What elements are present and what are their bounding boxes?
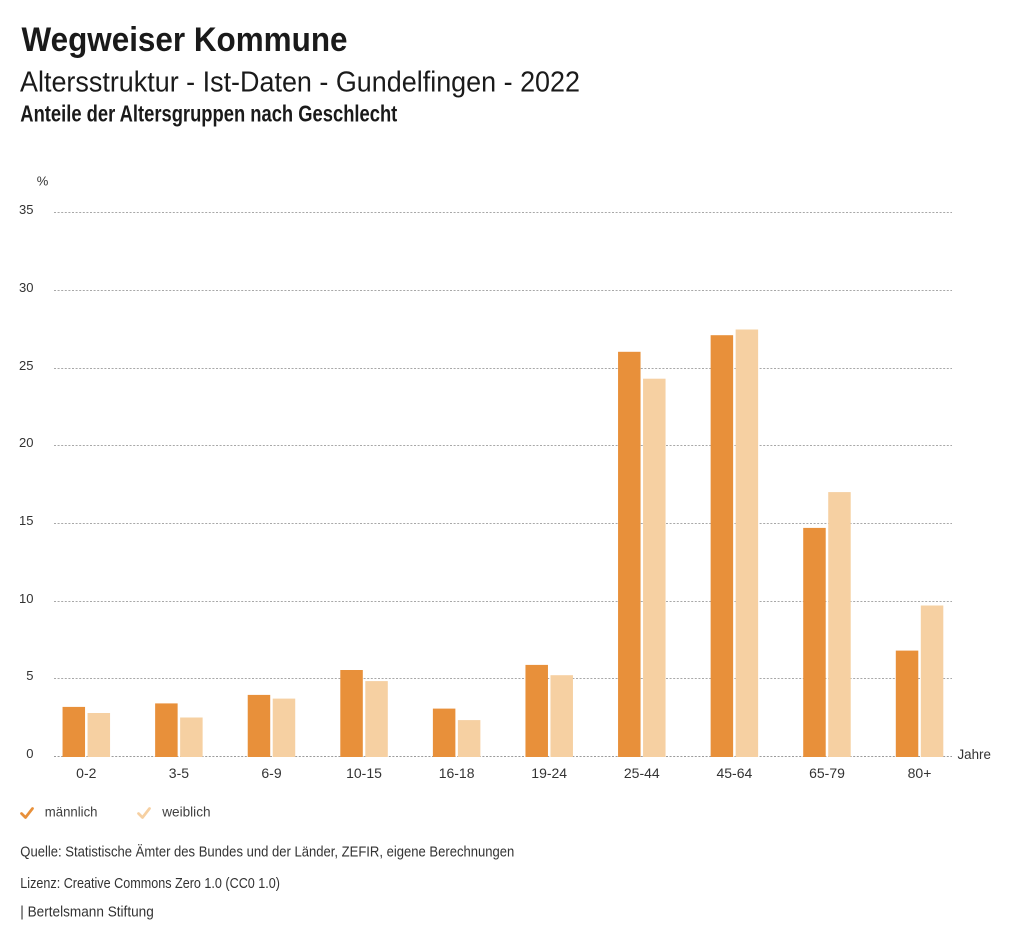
svg-text:35: 35 bbox=[19, 202, 33, 217]
svg-text:weiblich: weiblich bbox=[161, 803, 210, 819]
svg-text:%: % bbox=[37, 173, 49, 188]
svg-text:80+: 80+ bbox=[908, 765, 932, 781]
svg-text:3-5: 3-5 bbox=[169, 765, 189, 781]
svg-text:16-18: 16-18 bbox=[439, 765, 475, 781]
svg-text:Lizenz: Creative Commons Zero: Lizenz: Creative Commons Zero 1.0 (CC0 1… bbox=[20, 876, 280, 892]
svg-text:19-24: 19-24 bbox=[531, 765, 567, 781]
svg-text:15: 15 bbox=[19, 513, 33, 528]
svg-text:Quelle: Statistische Ämter des: Quelle: Statistische Ämter des Bundes un… bbox=[20, 844, 514, 861]
svg-text:10: 10 bbox=[19, 591, 33, 606]
svg-text:männlich: männlich bbox=[45, 803, 98, 819]
svg-text:Altersstruktur - Ist-Daten - G: Altersstruktur - Ist-Daten - Gundelfinge… bbox=[20, 66, 580, 98]
svg-text:45-64: 45-64 bbox=[716, 765, 752, 781]
svg-text:65-79: 65-79 bbox=[809, 765, 845, 781]
svg-text:20: 20 bbox=[19, 435, 33, 450]
svg-text:Jahre: Jahre bbox=[958, 746, 992, 762]
svg-text:5: 5 bbox=[26, 668, 33, 683]
svg-text:6-9: 6-9 bbox=[261, 765, 281, 781]
svg-text:| Bertelsmann Stiftung: | Bertelsmann Stiftung bbox=[20, 905, 154, 921]
svg-text:0: 0 bbox=[26, 746, 33, 761]
svg-text:30: 30 bbox=[19, 280, 33, 295]
svg-text:25-44: 25-44 bbox=[624, 765, 660, 781]
svg-text:Wegweiser Kommune: Wegweiser Kommune bbox=[22, 21, 348, 59]
svg-text:0-2: 0-2 bbox=[76, 765, 96, 781]
svg-text:25: 25 bbox=[19, 358, 33, 373]
svg-text:10-15: 10-15 bbox=[346, 765, 382, 781]
svg-text:Anteile der Altersgruppen nach: Anteile der Altersgruppen nach Geschlech… bbox=[20, 101, 397, 127]
